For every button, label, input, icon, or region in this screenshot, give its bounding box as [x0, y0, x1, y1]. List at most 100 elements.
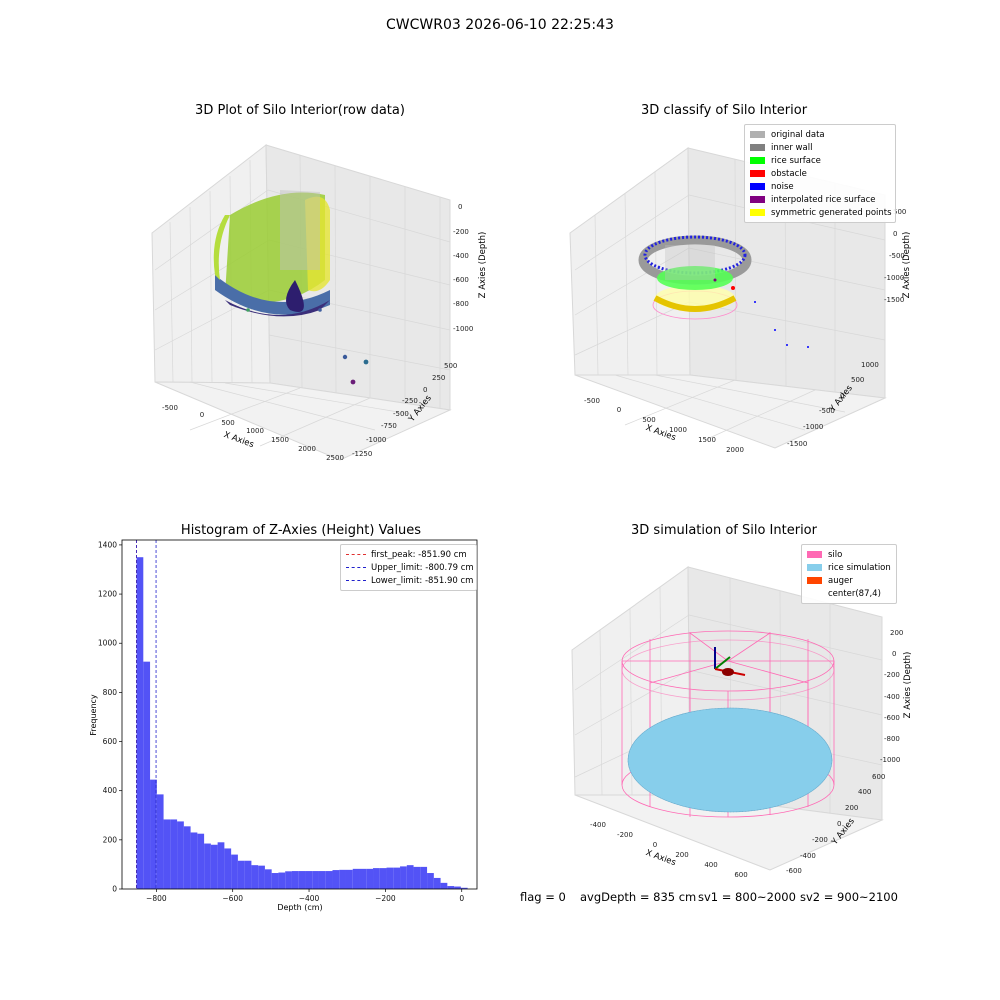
status-sv1: sv1 = 800~2000	[698, 890, 796, 904]
plot1-xtick: 2500	[326, 454, 344, 462]
plot2-xtick: 0	[617, 406, 621, 414]
plot4-xtick: 400	[704, 861, 717, 869]
plot1-cylinder	[213, 190, 330, 317]
plot2-xticks: -500 0 500 1000 1500 2000	[584, 397, 744, 454]
histogram-bar	[210, 844, 218, 889]
legend-entry-upper-limit: Upper_limit: -800.79 cm	[346, 561, 474, 574]
plot4-ztick: -400	[884, 693, 900, 701]
plot4-ytick: 200	[845, 804, 858, 812]
status-avg-depth: avgDepth = 835 cm	[580, 890, 697, 904]
plot4-yticks: 600 400 200 0 -200 -400 -600	[786, 773, 885, 875]
legend-entry-noise: noise	[750, 180, 890, 193]
histogram-bar	[264, 869, 272, 889]
histogram-bar	[258, 865, 265, 889]
plot1-ytick: 250	[432, 374, 445, 382]
legend-entry-silo: silo	[807, 548, 891, 561]
plot4-xtick: -200	[617, 831, 633, 839]
legend-swatch	[807, 551, 822, 558]
legend-swatch	[750, 144, 765, 151]
histogram-chart: −800 −600 −400 −200 0 0 200 400 600 800 1000 1200 1…	[89, 539, 478, 912]
plot4-xlabel: X Axies	[644, 848, 677, 868]
plot4-xtick: 0	[653, 841, 657, 849]
plot2-xtick: -500	[584, 397, 600, 405]
plot1-xtick: 500	[221, 419, 234, 427]
plot4-auger	[714, 647, 746, 676]
histogram-bar	[440, 882, 448, 889]
plot2-legend: original data inner wall rice surface ob…	[744, 124, 896, 223]
histogram-bar	[150, 779, 157, 889]
histogram-bar	[359, 868, 367, 889]
plot4-zlabel: Z Axies (Depth)	[903, 652, 913, 719]
plot4-ztick: -1000	[880, 756, 900, 764]
histogram-bar	[454, 886, 461, 889]
plot2-ztick: 500	[893, 208, 906, 216]
plot4-ytick: 0	[837, 820, 841, 828]
plot2-ztick: -1500	[884, 296, 904, 304]
histogram-xticks: −800 −600 −400 −200 0	[146, 889, 464, 903]
plot4-ytick: -400	[800, 852, 816, 860]
plot4-ztick: 0	[892, 650, 896, 658]
plot1-xtick: -500	[162, 404, 178, 412]
plot1-ztick: -600	[453, 276, 469, 284]
histogram-ytick-label: 1200	[98, 590, 117, 599]
histogram-bar	[406, 865, 414, 889]
histogram-bar	[244, 860, 252, 889]
histogram-bar	[298, 871, 306, 889]
legend-line	[346, 567, 366, 568]
plot2-xtick: 1500	[698, 436, 716, 444]
plot4-rice-surface	[627, 707, 833, 813]
plot4-ytick: 600	[872, 773, 885, 781]
histogram-ytick-label: 1400	[98, 540, 117, 549]
plot4-xtick: 200	[675, 851, 688, 859]
legend-swatch	[807, 577, 822, 584]
histogram-bar	[420, 866, 428, 889]
histogram-bar	[278, 872, 286, 889]
plot2-title: 3D classify of Silo Interior	[640, 103, 808, 118]
histogram-bar	[332, 870, 340, 889]
plot4-zticks: 200 0 -200 -400 -600 -800 -1000	[880, 629, 903, 764]
plot4-title: 3D simulation of Silo Interior	[631, 523, 817, 538]
histogram-ytick-label: 400	[103, 786, 118, 795]
histogram-bar	[231, 854, 238, 889]
plot1-zlabel: Z Axies (Depth)	[478, 232, 488, 299]
histogram-ytick-label: 200	[103, 835, 118, 844]
legend-entry-interpolated-rice-surface: interpolated rice surface	[750, 193, 890, 206]
legend-entry-original-data: original data	[750, 128, 890, 141]
plot4-ztick: -600	[884, 714, 900, 722]
legend-swatch	[750, 157, 765, 164]
plot2-xtick: 1000	[669, 426, 687, 434]
histogram-bar	[460, 887, 468, 889]
plot2-zticks: 500 0 -500 -1000 -1500	[884, 208, 906, 304]
plot2-ytick: -1000	[803, 423, 823, 431]
histogram-bar	[251, 865, 259, 889]
histogram-yticks: 0 200 400 600 800 1000 1200 1400	[98, 540, 122, 894]
plot4-xticks: -400 -200 0 200 400 600	[590, 821, 748, 879]
plot2-noise-points	[754, 301, 809, 348]
legend-swatch	[750, 131, 765, 138]
legend-line	[346, 554, 366, 555]
plot4-ztick: 200	[890, 629, 903, 637]
histogram-bar	[291, 871, 299, 889]
plot2-silo-shapes	[638, 235, 752, 320]
legend-swatch	[750, 196, 765, 203]
plot1-ytick: -500	[393, 410, 409, 418]
histogram-bar	[170, 819, 178, 889]
histogram-bar	[204, 843, 211, 889]
plot4-ytick: -200	[812, 836, 828, 844]
legend-swatch	[807, 590, 822, 597]
status-flag: flag = 0	[520, 890, 566, 904]
legend-swatch	[750, 209, 765, 216]
plot2-ytick: 1000	[861, 361, 879, 369]
legend-entry-inner-wall: inner wall	[750, 141, 890, 154]
histogram-xlabel: Depth (cm)	[277, 903, 322, 912]
plot2-ytick: 0	[840, 392, 844, 400]
legend-entry-center: center(87,4)	[807, 587, 891, 600]
plot1-3d-axes: -500 0 500 1000 1500 2000 2500 500 250 0…	[151, 143, 488, 462]
plot2-yticks: 1000 500 0 -500 -1000 -1500	[787, 361, 879, 448]
plot1-xticks: -500 0 500 1000 1500 2000 2500	[162, 404, 344, 462]
histogram-bar	[379, 868, 387, 889]
histogram-xtick-label: −600	[222, 894, 243, 903]
plot1-yticks: 500 250 0 -250 -500 -750 -1000 -1250	[352, 362, 457, 458]
plot4-xtick: 600	[734, 871, 747, 879]
histogram-bar	[163, 819, 171, 889]
